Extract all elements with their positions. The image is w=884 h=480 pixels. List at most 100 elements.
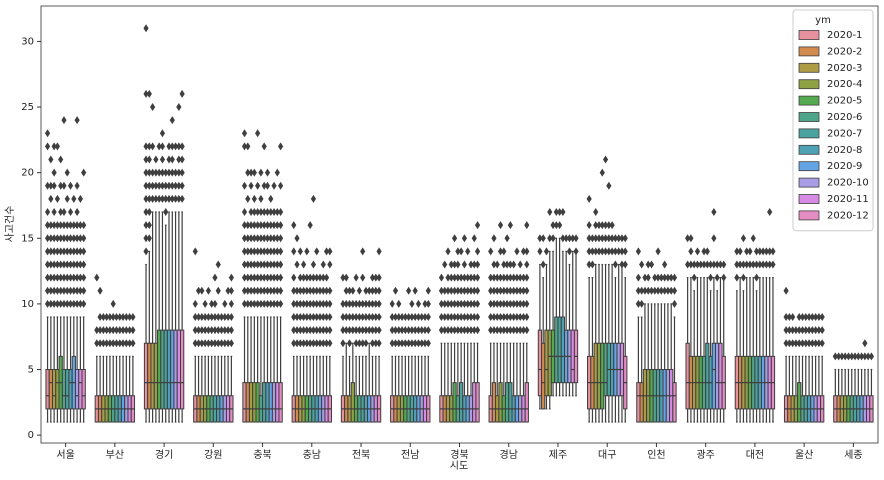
outlier xyxy=(406,326,412,335)
outlier xyxy=(107,326,113,335)
outlier xyxy=(813,326,819,335)
outlier xyxy=(58,221,64,230)
outlier xyxy=(520,286,527,295)
outlier xyxy=(245,299,251,308)
outlier xyxy=(323,247,330,256)
legend-label: 2020-1 xyxy=(827,30,862,41)
outlier xyxy=(320,273,326,282)
outlier xyxy=(573,247,579,256)
outlier xyxy=(297,273,303,282)
legend-label: 2020-4 xyxy=(827,79,862,90)
outlier xyxy=(737,260,743,269)
outlier xyxy=(849,352,855,361)
outlier xyxy=(412,286,418,295)
outlier xyxy=(251,260,257,269)
outlier xyxy=(737,247,743,256)
outlier xyxy=(228,286,234,295)
outlier xyxy=(264,234,271,243)
outlier xyxy=(117,313,123,322)
outlier xyxy=(54,299,61,308)
outlier xyxy=(320,326,326,335)
outlier xyxy=(264,181,271,190)
outlier xyxy=(517,260,523,269)
legend-label: 2020-8 xyxy=(827,145,862,156)
outlier xyxy=(648,260,655,269)
outlier xyxy=(67,286,74,295)
outlier xyxy=(218,339,225,348)
outlier xyxy=(297,326,303,335)
outlier xyxy=(166,155,172,164)
outlier xyxy=(340,339,346,348)
outlier xyxy=(258,208,264,217)
outlier xyxy=(248,299,254,308)
outlier xyxy=(415,313,422,322)
legend-swatch xyxy=(798,112,820,122)
outlier xyxy=(488,273,494,282)
outlier xyxy=(425,299,431,308)
outlier xyxy=(255,286,261,295)
outlier xyxy=(665,273,671,282)
outlier xyxy=(51,142,57,151)
outlier xyxy=(803,339,809,348)
outlier xyxy=(143,168,149,177)
outlier xyxy=(497,299,504,308)
outlier xyxy=(222,313,228,322)
outlier xyxy=(110,299,116,308)
outlier xyxy=(740,273,747,282)
outlier xyxy=(392,286,399,295)
outlier xyxy=(451,273,458,282)
outlier xyxy=(264,273,271,282)
outlier xyxy=(58,181,64,190)
outlier xyxy=(54,194,61,203)
outlier xyxy=(67,247,74,256)
x-tick-label: 서울 xyxy=(56,449,74,461)
outlier xyxy=(258,221,264,230)
outlier xyxy=(392,326,399,335)
outlier xyxy=(241,273,248,282)
outlier xyxy=(602,221,609,230)
outlier xyxy=(179,89,185,98)
outlier xyxy=(760,260,766,269)
outlier xyxy=(58,208,64,217)
outlier xyxy=(297,339,303,348)
outlier xyxy=(688,247,694,256)
outlier xyxy=(593,234,599,243)
outlier xyxy=(373,299,379,308)
outlier xyxy=(297,247,303,256)
outlier xyxy=(602,247,609,256)
outlier xyxy=(599,168,605,177)
outlier xyxy=(245,168,251,177)
outlier xyxy=(767,247,773,256)
outlier xyxy=(258,234,264,243)
outlier xyxy=(268,273,274,282)
outlier xyxy=(639,299,645,308)
outlier xyxy=(143,194,149,203)
outlier xyxy=(543,247,550,256)
outlier xyxy=(619,260,625,269)
outlier xyxy=(54,273,61,282)
outlier xyxy=(346,313,353,322)
outlier xyxy=(399,313,405,322)
outlier xyxy=(58,299,64,308)
outlier xyxy=(300,339,307,348)
outlier xyxy=(868,352,875,361)
outlier xyxy=(360,247,366,256)
outlier xyxy=(271,221,277,230)
outlier xyxy=(409,299,415,308)
outlier xyxy=(655,273,661,282)
outlier xyxy=(228,326,234,335)
outlier xyxy=(172,181,179,190)
outlier xyxy=(274,247,280,256)
outlier xyxy=(130,326,136,335)
outlier xyxy=(166,168,172,177)
outlier xyxy=(245,142,251,151)
legend-swatch xyxy=(798,62,820,73)
outlier xyxy=(494,326,500,335)
outlier xyxy=(94,339,100,348)
outlier xyxy=(744,247,750,256)
outlier xyxy=(241,208,248,217)
outlier xyxy=(589,247,596,256)
outlier xyxy=(205,339,211,348)
outlier xyxy=(264,286,271,295)
outlier xyxy=(58,273,64,282)
